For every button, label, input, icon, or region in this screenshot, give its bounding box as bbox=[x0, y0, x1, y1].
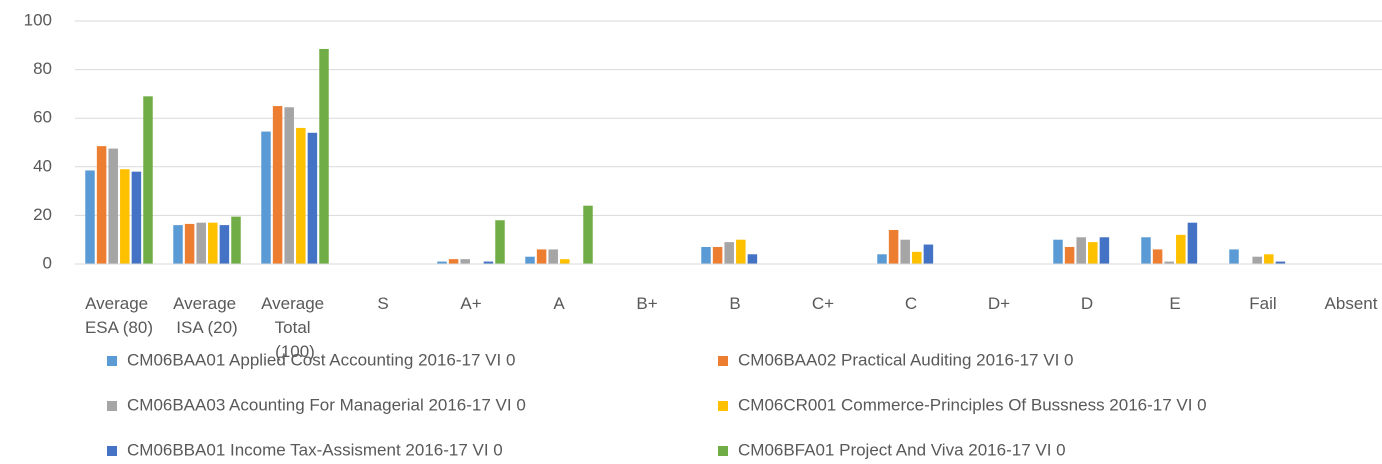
bar bbox=[712, 246, 723, 264]
y-tick-label: 20 bbox=[33, 205, 52, 224]
bar bbox=[1264, 254, 1274, 264]
bar bbox=[131, 171, 142, 264]
legend-label: CM06CR001 Commerce-Principles Of Bussnes… bbox=[738, 395, 1207, 414]
x-tick-label: B+ bbox=[636, 294, 657, 313]
bar bbox=[319, 48, 329, 264]
bar bbox=[1064, 246, 1075, 264]
x-tick-label: A+ bbox=[460, 294, 481, 313]
y-tick-label: 40 bbox=[33, 156, 52, 175]
bar bbox=[1088, 242, 1098, 264]
bar bbox=[307, 132, 318, 264]
bar bbox=[143, 96, 153, 264]
bar bbox=[261, 131, 271, 264]
y-tick-label: 0 bbox=[43, 253, 52, 272]
x-tick-label: Absent bbox=[1325, 294, 1378, 313]
bar bbox=[900, 239, 910, 264]
bar bbox=[173, 225, 183, 264]
x-tick-label: B bbox=[729, 294, 740, 313]
bar bbox=[437, 261, 447, 264]
bar bbox=[196, 222, 206, 264]
bar bbox=[483, 261, 494, 264]
x-tick-label: Average ISA (20) bbox=[173, 294, 241, 337]
bar bbox=[1187, 222, 1198, 264]
x-tick-label: Average ESA (80) bbox=[85, 294, 153, 337]
bar bbox=[460, 259, 470, 264]
bar bbox=[548, 249, 558, 264]
bar bbox=[1141, 237, 1151, 264]
legend-swatch bbox=[107, 446, 117, 456]
legend-swatch bbox=[718, 356, 728, 366]
legend-swatch bbox=[718, 446, 728, 456]
x-tick-label: D+ bbox=[988, 294, 1010, 313]
bar bbox=[1275, 261, 1286, 264]
bar bbox=[448, 259, 459, 264]
legend-label: CM06BAA01 Applied Cost Accounting 2016-1… bbox=[127, 350, 515, 369]
bar bbox=[1176, 234, 1186, 264]
bar bbox=[208, 222, 218, 264]
x-tick-label: S bbox=[377, 294, 388, 313]
bar bbox=[724, 242, 734, 264]
legend-swatch bbox=[107, 356, 117, 366]
x-tick-label: A bbox=[553, 294, 565, 313]
bar bbox=[272, 106, 283, 264]
bar bbox=[1076, 237, 1086, 264]
bar bbox=[1152, 249, 1163, 264]
bar bbox=[495, 220, 505, 264]
legend-swatch bbox=[718, 401, 728, 411]
bar bbox=[1229, 249, 1239, 264]
bar bbox=[284, 107, 294, 264]
x-tick-label: D bbox=[1081, 294, 1093, 313]
bar bbox=[560, 259, 570, 264]
bar bbox=[877, 254, 887, 264]
bar bbox=[536, 249, 547, 264]
x-tick-label: C bbox=[905, 294, 917, 313]
bar bbox=[525, 256, 535, 264]
bar bbox=[923, 244, 934, 264]
bar bbox=[184, 223, 195, 264]
bar bbox=[1053, 239, 1063, 264]
x-tick-label: Average Total (100) bbox=[261, 294, 329, 361]
bar bbox=[912, 251, 922, 264]
legend-swatch bbox=[107, 401, 117, 411]
x-tick-label: Fail bbox=[1249, 294, 1276, 313]
bar bbox=[583, 205, 593, 264]
y-tick-label: 80 bbox=[33, 59, 52, 78]
bar bbox=[231, 216, 241, 264]
legend-label: CM06BAA03 Acounting For Managerial 2016-… bbox=[127, 395, 526, 414]
bar bbox=[85, 170, 95, 264]
bar bbox=[96, 146, 107, 264]
x-tick-label: C+ bbox=[812, 294, 834, 313]
y-tick-label: 60 bbox=[33, 108, 52, 127]
bar bbox=[888, 229, 899, 264]
legend-label: CM06BAA02 Practical Auditing 2016-17 VI … bbox=[738, 350, 1073, 369]
bar bbox=[219, 225, 230, 264]
bar bbox=[1252, 256, 1262, 264]
y-tick-label: 100 bbox=[24, 10, 52, 29]
legend-label: CM06BBA01 Income Tax-Assisment 2016-17 V… bbox=[127, 440, 503, 459]
bar bbox=[701, 246, 711, 264]
legend-label: CM06BFA01 Project And Viva 2016-17 VI 0 bbox=[738, 440, 1066, 459]
x-tick-label: E bbox=[1169, 294, 1180, 313]
bar bbox=[736, 239, 746, 264]
bar bbox=[296, 127, 306, 264]
bar bbox=[747, 254, 758, 264]
bar bbox=[1164, 261, 1174, 264]
bar bbox=[1099, 237, 1110, 264]
bar bbox=[120, 169, 130, 264]
bar bbox=[108, 148, 118, 264]
